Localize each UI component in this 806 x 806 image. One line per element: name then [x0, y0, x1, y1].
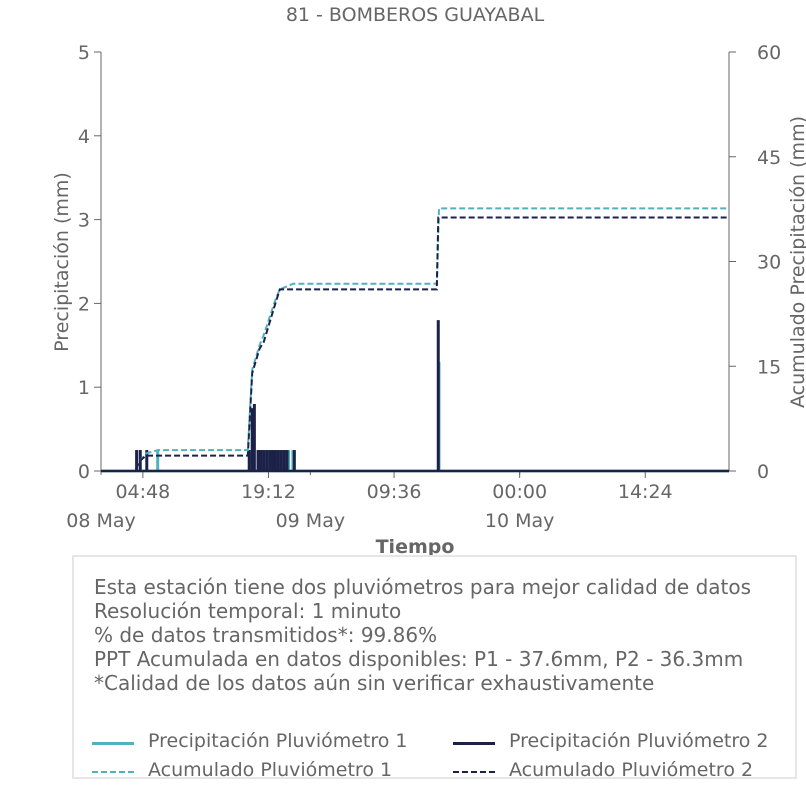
- legend-swatch-accum-p1: [92, 771, 134, 773]
- y-left-tick-label: 4: [78, 126, 90, 148]
- info-line-quality-note: *Calidad de los datos aún sin verificar …: [94, 671, 655, 695]
- accum-line: [101, 207, 729, 472]
- info-line-resolution: Resolución temporal: 1 minuto: [94, 599, 402, 623]
- y-right-tick-label: 15: [757, 356, 781, 378]
- info-line-accumulated: PPT Acumulada en datos disponibles: P1 -…: [94, 647, 744, 671]
- y-right-tick-label: 30: [757, 252, 781, 274]
- info-line-stations: Esta estación tiene dos pluviómetros par…: [94, 575, 752, 599]
- legend-swatch-accum-p2: [453, 771, 495, 773]
- y-right-tick-label: 60: [757, 42, 781, 64]
- y-left-tick-label: 1: [78, 377, 90, 399]
- legend-swatch-precip-p1: [92, 742, 134, 745]
- legend-swatch-precip-p2: [453, 742, 495, 745]
- chart-title: 81 - BOMBEROS GUAYABAL: [286, 4, 545, 26]
- info-line-transmitted: % de datos transmitidos*: 99.86%: [94, 623, 438, 647]
- legend-label-precip-p1: Precipitación Pluviómetro 1: [148, 730, 408, 752]
- station-info-box: Esta estación tiene dos pluviómetros par…: [72, 555, 797, 781]
- y-left-tick-label: 3: [78, 210, 90, 232]
- y-left-tick-label: 2: [78, 293, 90, 315]
- series-2: [101, 320, 729, 473]
- accum-line: [101, 216, 729, 472]
- legend-label-precip-p2: Precipitación Pluviómetro 2: [509, 730, 769, 752]
- series-4: [101, 216, 729, 472]
- x-date-label: 09 May: [276, 510, 346, 532]
- x-axis-label: Tiempo: [376, 536, 455, 558]
- legend-label-accum-p1: Acumulado Pluviómetro 1: [148, 759, 393, 781]
- x-tick-label: 00:00: [492, 481, 547, 503]
- x-date-label: 10 May: [485, 510, 555, 532]
- y-right-tick-label: 0: [757, 461, 769, 483]
- legend-label-accum-p2: Acumulado Pluviómetro 2: [509, 759, 754, 781]
- precipitation-chart: 81 - BOMBEROS GUAYABAL 01234501530456004…: [51, 4, 806, 558]
- x-tick-label: 09:36: [367, 481, 422, 503]
- x-date-label: 08 May: [66, 510, 136, 532]
- series-layer: [101, 207, 729, 473]
- y-right-tick-label: 45: [757, 147, 781, 169]
- x-tick-label: 19:12: [241, 481, 296, 503]
- x-tick-label: 04:48: [115, 481, 170, 503]
- y-left-tick-label: 5: [78, 42, 90, 64]
- x-tick-label: 14:24: [618, 481, 673, 503]
- y-left-tick-label: 0: [78, 461, 90, 483]
- series-3: [101, 207, 729, 472]
- y-axis-left-label: Precipitación (mm): [51, 172, 73, 352]
- y-axis-right-label: Acumulado Precipitación (mm): [787, 116, 806, 408]
